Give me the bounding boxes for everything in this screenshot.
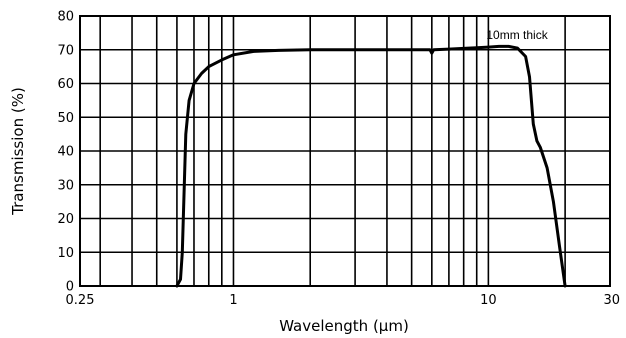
transmission-line — [175, 44, 567, 288]
y-tick-labels: 0 10 20 30 40 50 60 70 80 — [57, 10, 74, 295]
y-tick-label: 80 — [57, 10, 74, 25]
x-tick-label: 0.25 — [66, 293, 95, 308]
y-tick-label: 10 — [57, 246, 74, 261]
y-tick-label: 50 — [57, 111, 74, 126]
x-tick-labels: 0.25 1 10 30 — [66, 293, 620, 308]
series-layer — [175, 44, 567, 288]
y-tick-label: 40 — [57, 145, 74, 160]
y-tick-label: 20 — [57, 212, 74, 227]
y-tick-label: 70 — [57, 43, 74, 58]
x-tick-label: 10 — [480, 293, 497, 308]
plot-frame — [79, 15, 611, 287]
y-tick-label: 60 — [57, 77, 74, 92]
x-tick-label: 30 — [603, 293, 620, 308]
annotations: 10mm thick — [486, 28, 548, 42]
y-gridlines — [80, 15, 610, 287]
x-tick-label: 1 — [229, 293, 237, 308]
y-tick-label: 30 — [57, 178, 74, 193]
y-tick-label: 0 — [66, 280, 74, 295]
annotation-label: 10mm thick — [486, 28, 548, 42]
x-axis-label: Wavelength (µm) — [279, 317, 409, 335]
y-axis-label: Transmission (%) — [9, 87, 27, 216]
